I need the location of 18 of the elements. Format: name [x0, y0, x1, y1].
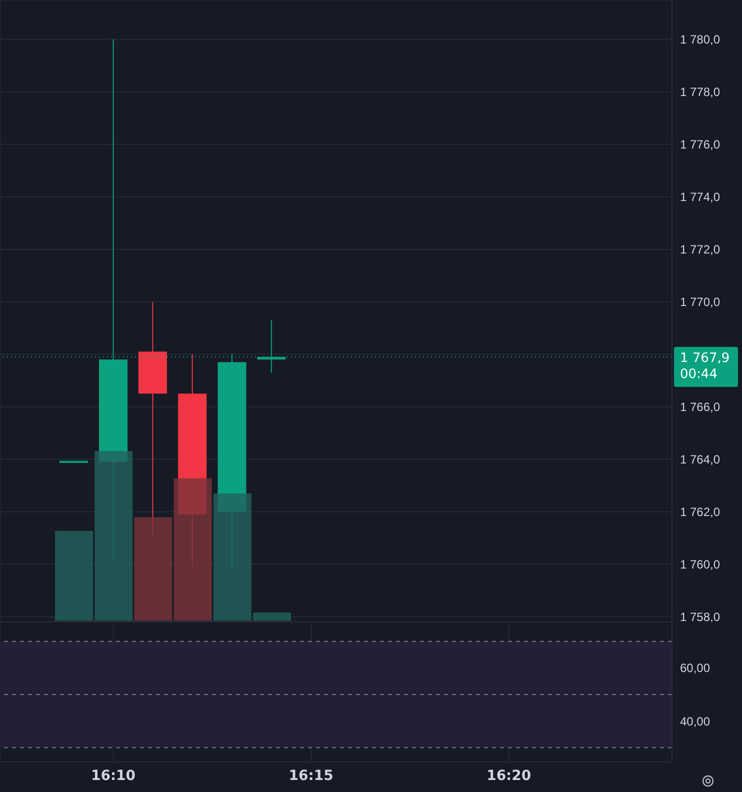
x-tick-label: 16:20 [486, 768, 532, 784]
ref-line-label: 1 767,9 [680, 350, 730, 366]
y-tick-label: 1 774,0 [680, 190, 720, 204]
y-tick-label: 1 760,0 [680, 558, 720, 572]
y-tick-label: 1 778,0 [680, 85, 720, 100]
y-tick-label: 1 780,0 [680, 32, 720, 47]
y-tick-label: 1 764,0 [680, 452, 720, 467]
x-tick-label: 16:15 [288, 768, 334, 784]
text: 00:44 [680, 366, 718, 382]
bar [134, 517, 172, 621]
y-tick-label: 1 762,0 [680, 505, 720, 520]
y-tick-label: 1 776,0 [680, 138, 720, 152]
y-tick-label: 1 766,0 [680, 400, 720, 414]
y-tick-label: 1 772,0 [680, 242, 720, 257]
y-tick-label: 40,00 [680, 714, 710, 728]
y-tick-label: 60,00 [680, 661, 710, 676]
y-tick-label: 1 770,0 [680, 295, 720, 310]
x-tick-label: 16:10 [90, 768, 136, 784]
